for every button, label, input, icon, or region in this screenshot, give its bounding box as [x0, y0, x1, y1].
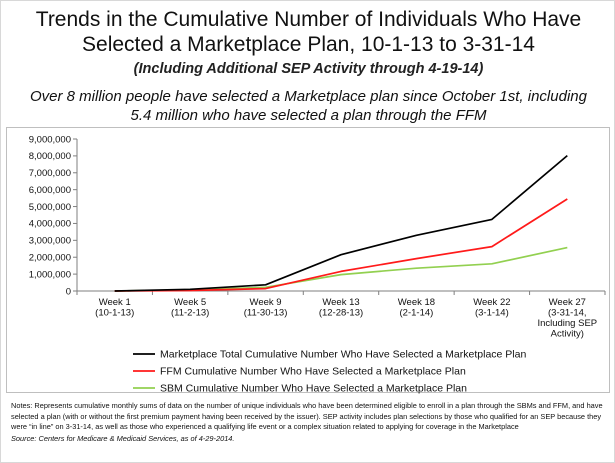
legend-label: Marketplace Total Cumulative Number Who … [160, 349, 526, 361]
x-tick-label: Week 22 (3-1-14) [473, 297, 510, 319]
y-tick-label: 1,000,000 [29, 269, 71, 280]
x-tick-label: Week 1 (10-1-13) [95, 297, 134, 319]
x-tick-label: Week 13 (12-28-13) [319, 297, 363, 319]
notes: Notes: Represents cumulative monthly sum… [11, 401, 609, 444]
series-line [114, 154, 568, 292]
x-tick-label: Week 9 (11-30-13) [244, 297, 288, 319]
y-tick-label: 0 [66, 286, 71, 297]
x-tick-label: Week 5 (11-2-13) [171, 297, 209, 319]
chart-title: Trends in the Cumulative Number of Indiv… [1, 7, 615, 57]
y-tick-label: 9,000,000 [29, 134, 71, 145]
legend-label: SBM Cumulative Number Who Have Selected … [160, 383, 467, 394]
line-chart: 0 1,000,000 2,000,000 3,000,000 4,000,000 5,0… [29, 134, 606, 394]
headline-line-1: Over 8 million people have selected a Ma… [30, 88, 587, 105]
y-tick-label: 5,000,000 [29, 202, 71, 213]
headline: Over 8 million people have selected a Ma… [1, 87, 615, 125]
y-tick-label: 2,000,000 [29, 253, 71, 264]
y-tick-label: 8,000,000 [29, 151, 71, 162]
chart-subtitle: (Including Additional SEP Activity throu… [133, 61, 484, 77]
headline-line-2: 5.4 million who have selected a plan thr… [130, 107, 487, 124]
legend-label: FFM Cumulative Number Who Have Selected … [160, 366, 466, 378]
title-line-2: Selected a Marketplace Plan, 10-1-13 to … [82, 33, 535, 56]
y-tick-label: 6,000,000 [29, 185, 71, 196]
x-tick-label: Week 18 (2-1-14) [398, 297, 435, 319]
x-tick-label: Week 27 (3-31-14, Including SEP Activity) [537, 297, 597, 340]
y-tick-label: 4,000,000 [29, 219, 71, 230]
notes-text: Notes: Represents cumulative monthly sum… [11, 401, 603, 431]
title-line-1: Trends in the Cumulative Number of Indiv… [35, 8, 582, 31]
chart-frame: 0 1,000,000 2,000,000 3,000,000 4,000,000 5,0… [6, 127, 610, 394]
source-text: Source: Centers for Medicare & Medicaid … [11, 433, 235, 443]
y-tick-label: 3,000,000 [29, 236, 71, 247]
series-line [114, 198, 568, 292]
y-tick-label: 7,000,000 [29, 168, 71, 179]
